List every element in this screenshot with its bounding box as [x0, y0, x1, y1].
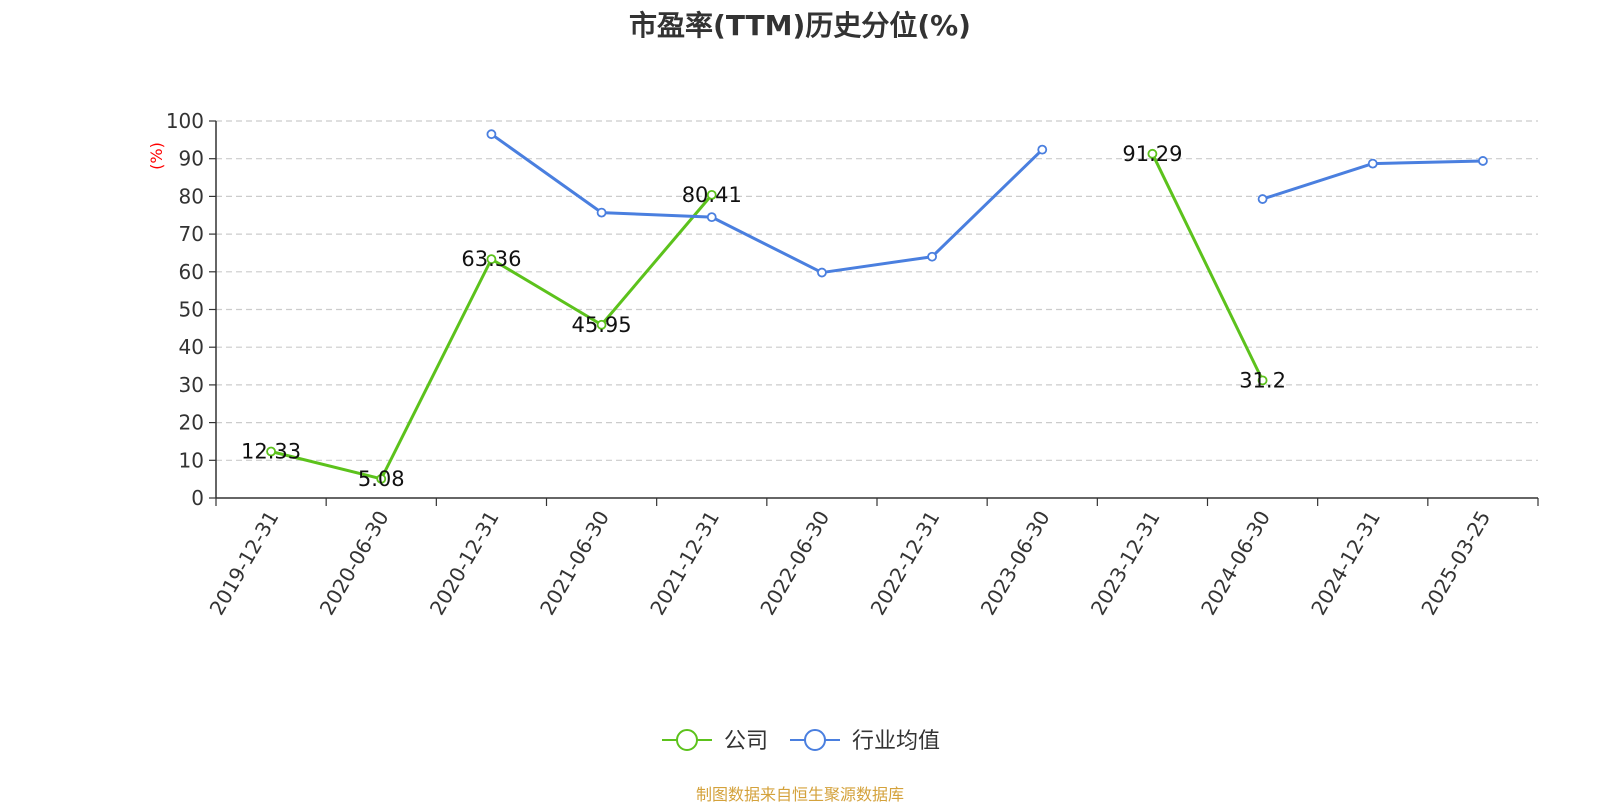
source-credit: 制图数据来自恒生聚源数据库: [695, 785, 904, 804]
series-point-0: [1257, 375, 1268, 386]
data-label: 91.29: [1122, 142, 1182, 166]
x-tick-label: 2020-12-31: [425, 507, 504, 620]
legend-label: 公司: [724, 729, 768, 754]
y-tick-label: 10: [179, 448, 204, 472]
y-tick-label: 20: [179, 411, 204, 435]
x-tick-label: 2023-06-30: [976, 507, 1055, 620]
data-label: 12.33: [241, 440, 301, 464]
y-tick-label: 80: [179, 184, 204, 208]
chart-title: 市盈率(TTM)历史分位(%): [629, 9, 971, 42]
series-line-0: [1151, 153, 1264, 382]
series-point-0: [266, 446, 276, 457]
x-tick-label: 2023-12-31: [1086, 507, 1165, 620]
y-axis-label: (%): [147, 142, 166, 170]
x-tick-label: 2024-12-31: [1306, 507, 1385, 620]
series-point-0: [1147, 148, 1158, 159]
x-tick-label: 2019-12-31: [205, 507, 284, 620]
series-point-1: [596, 207, 607, 218]
y-tick-label: 30: [179, 373, 204, 397]
x-tick-label: 2024-06-30: [1196, 507, 1275, 620]
series-point-1: [927, 251, 937, 262]
y-tick-label: 70: [179, 222, 204, 246]
series-point-0: [376, 473, 387, 484]
y-tick-label: 0: [191, 486, 204, 510]
y-tick-label: 100: [166, 109, 204, 133]
series-point-1: [1367, 158, 1378, 169]
series-point-1: [1478, 156, 1488, 166]
data-label: 63.36: [461, 247, 521, 271]
x-tick-label: 2021-12-31: [645, 507, 724, 620]
series-point-0: [486, 254, 497, 265]
y-tick-label: 90: [179, 147, 204, 171]
y-tick-label: 40: [179, 335, 204, 359]
series-point-1: [1257, 194, 1268, 204]
data-label: 5.08: [358, 467, 405, 491]
series-point-1: [706, 212, 717, 223]
series-point-1: [817, 267, 827, 278]
data-label: 45.95: [572, 313, 632, 337]
y-tick-label: 50: [179, 298, 204, 322]
legend-marker: [676, 729, 698, 751]
series-point-0: [596, 319, 607, 330]
series-point-0: [706, 189, 717, 200]
series-line-0: [270, 193, 713, 481]
x-tick-label: 2025-03-25: [1416, 507, 1495, 620]
x-tick-label: 2022-12-31: [866, 507, 945, 620]
y-tick-label: 60: [179, 260, 204, 284]
legend-marker: [804, 729, 826, 751]
series-point-1: [486, 129, 497, 140]
data-label: 80.41: [682, 183, 742, 207]
data-label: 31.2: [1239, 368, 1286, 392]
x-tick-label: 2021-06-30: [535, 507, 614, 620]
series-point-1: [1037, 144, 1048, 155]
legend-label: 行业均值: [852, 729, 940, 754]
x-tick-label: 2020-06-30: [315, 507, 394, 620]
x-tick-label: 2022-06-30: [755, 507, 834, 620]
series-line-1: [490, 132, 1044, 275]
